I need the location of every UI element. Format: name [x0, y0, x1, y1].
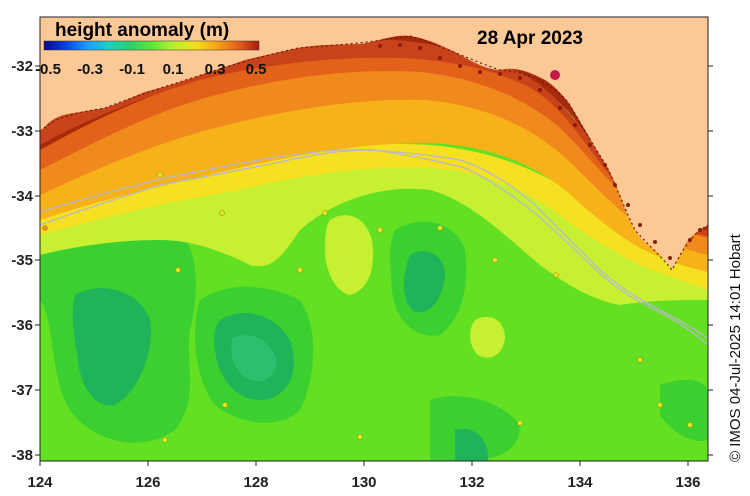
- x-tick-label: 134: [567, 474, 593, 491]
- plot-frame: [39, 16, 709, 462]
- altimeter-track-dots: [378, 43, 702, 260]
- legend-title: height anomaly (m): [55, 20, 229, 41]
- anomaly-core-central-inner: [231, 335, 277, 382]
- map-date: 28 Apr 2023: [477, 28, 583, 49]
- y-tick-label: -35: [11, 252, 33, 269]
- colorbar-tick-label: 0.1: [163, 61, 184, 78]
- x-tick-label: 136: [675, 474, 700, 491]
- colorbar-tick-label: 0.5: [246, 61, 267, 78]
- y-tick-label: -34: [11, 188, 33, 205]
- anomaly-yellow-band: [40, 143, 708, 290]
- y-tick-label: -38: [11, 447, 33, 464]
- x-tick-label: 124: [27, 474, 53, 491]
- y-tick-label: -36: [11, 317, 33, 334]
- y-tick-label: -32: [11, 58, 33, 75]
- anomaly-core-south: [455, 428, 488, 461]
- y-axis: [35, 65, 713, 456]
- anomaly-patch-southeast: [660, 379, 708, 441]
- anomaly-brown-coastal-band: [40, 28, 708, 232]
- x-axis: [39, 461, 689, 466]
- x-tick-label: 126: [135, 474, 160, 491]
- plot-area: [40, 17, 708, 461]
- colorbar-legend: height anomaly (m) -0.5 -0.3 -0.1 0.1 0.…: [35, 20, 266, 78]
- anomaly-orange-band-outer: [40, 95, 708, 272]
- x-tick-label: 130: [351, 474, 376, 491]
- anomaly-patch-south: [430, 396, 520, 461]
- y-tick-label: -37: [11, 382, 33, 399]
- anomaly-lime-blob-central: [325, 215, 374, 295]
- colorbar-tick-label: 0.3: [205, 61, 226, 78]
- anomaly-orange-band-mid: [40, 67, 708, 255]
- y-tick-labels: -32 -33 -34 -35 -36 -37 -38: [11, 58, 33, 464]
- shelf-contour-outer: [40, 149, 708, 339]
- shelf-contour-inner: [40, 148, 708, 346]
- x-tick-label: 128: [243, 474, 268, 491]
- x-tick-label: 132: [459, 474, 484, 491]
- y-tick-label: -33: [11, 123, 33, 140]
- anomaly-lime-blob-east: [470, 316, 505, 358]
- anomaly-core-west: [72, 288, 151, 406]
- colorbar-tick-label: -0.1: [119, 61, 145, 78]
- colorbar-tick-label: -0.3: [77, 61, 103, 78]
- drifter-dots: [42, 172, 693, 443]
- colorbar: [43, 40, 260, 51]
- x-tick-labels: 124 126 128 130 132 134 136: [27, 474, 700, 491]
- credit-text: © IMOS 04-Jul-2025 14:01 Hobart: [727, 233, 744, 462]
- anomaly-core-east: [403, 251, 445, 313]
- colorbar-tick-label: -0.5: [35, 61, 61, 78]
